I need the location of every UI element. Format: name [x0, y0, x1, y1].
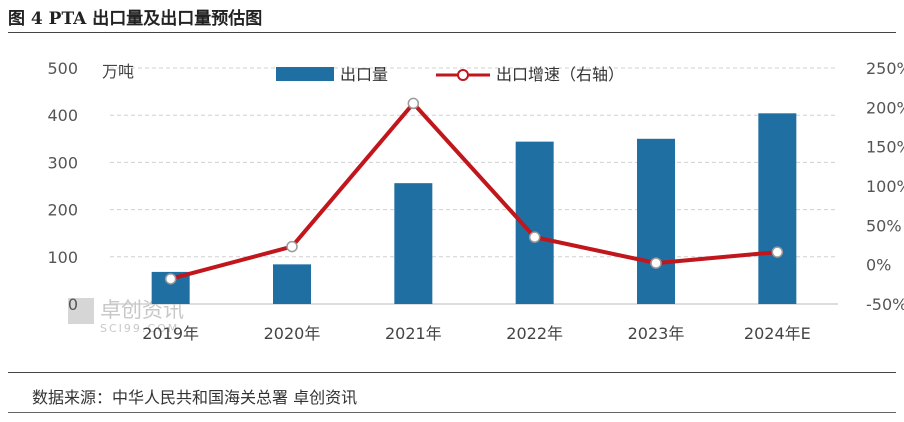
right-tick-label: 250%	[866, 59, 904, 78]
growth-line	[170, 101, 778, 281]
chart: 卓创资讯 SCI99.COM 0 100 200 300 400 500 -50% 0% 50…	[47, 59, 904, 343]
x-tick-label: 2023年	[628, 324, 685, 343]
line-series	[164, 97, 784, 285]
x-tick-label: 2019年	[142, 324, 199, 343]
line-point	[650, 257, 662, 269]
x-tick-label: 2021年	[385, 324, 442, 343]
legend-label-line: 出口增速（右轴）	[496, 65, 624, 84]
line-point	[528, 231, 541, 243]
left-tick-label: 400	[47, 106, 78, 125]
x-axis-ticks: 2019年 2020年 2021年 2022年 2023年 2024年E	[142, 324, 810, 343]
left-tick-label: 0	[68, 295, 78, 314]
legend-swatch-marker	[457, 69, 469, 81]
legend-label-bar: 出口量	[340, 65, 388, 84]
x-tick-label: 2022年	[506, 324, 563, 343]
left-axis-unit: 万吨	[102, 62, 134, 81]
legend-swatch-bar	[276, 67, 334, 81]
right-tick-label: -50%	[866, 295, 904, 314]
bar-series	[151, 113, 797, 304]
source-rule-bottom	[8, 412, 896, 413]
right-tick-label: 50%	[866, 216, 902, 235]
watermark: 卓创资讯 SCI99.COM	[68, 298, 184, 335]
bar	[273, 264, 311, 304]
figure-title: 图 4 PTA 出口量及出口量预估图	[8, 9, 263, 29]
watermark-logo	[68, 298, 94, 324]
right-tick-label: 100%	[866, 177, 904, 196]
right-tick-label: 150%	[866, 138, 904, 157]
x-tick-label: 2020年	[264, 324, 321, 343]
right-tick-label: 0%	[866, 256, 891, 275]
title-rule	[8, 32, 896, 33]
right-tick-label: 200%	[866, 98, 904, 117]
line-point	[771, 246, 784, 258]
bar	[758, 113, 797, 304]
bar	[394, 183, 433, 304]
bar	[637, 138, 675, 304]
line-point	[286, 240, 298, 253]
right-axis-ticks: -50% 0% 50% 100% 150% 200% 250%	[866, 59, 904, 314]
left-tick-label: 100	[47, 248, 78, 267]
left-axis-ticks: 0 100 200 300 400 500	[47, 59, 78, 314]
x-tick-label: 2024年E	[744, 324, 811, 343]
source-rule-top	[8, 372, 896, 373]
left-tick-label: 500	[47, 59, 78, 78]
left-tick-label: 200	[47, 201, 78, 220]
left-tick-label: 300	[47, 153, 78, 172]
line-point	[407, 97, 420, 110]
line-point	[164, 273, 177, 285]
legend: 出口量 出口增速（右轴）	[276, 65, 624, 84]
gridlines	[110, 67, 838, 305]
source-note: 数据来源：中华人民共和国海关总署 卓创资讯	[32, 388, 358, 407]
watermark-subtext: SCI99.COM	[100, 322, 179, 335]
